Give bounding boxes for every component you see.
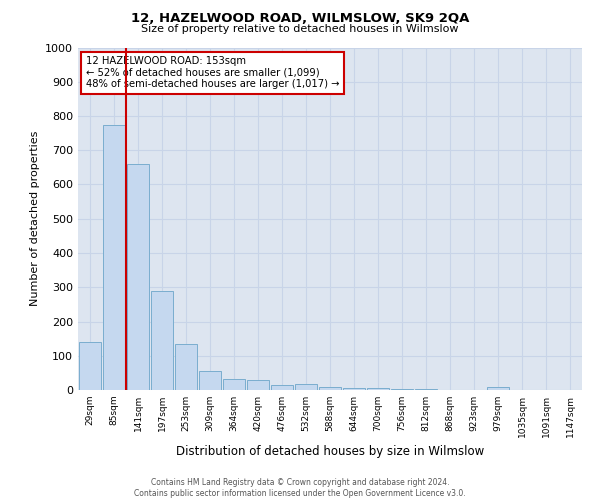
Text: Contains HM Land Registry data © Crown copyright and database right 2024.
Contai: Contains HM Land Registry data © Crown c… [134, 478, 466, 498]
Text: 12, HAZELWOOD ROAD, WILMSLOW, SK9 2QA: 12, HAZELWOOD ROAD, WILMSLOW, SK9 2QA [131, 12, 469, 26]
Bar [103, 124, 125, 390]
Bar [271, 385, 293, 390]
Bar [319, 388, 341, 390]
Bar [175, 344, 197, 390]
Bar [391, 389, 413, 390]
Bar [151, 290, 173, 390]
X-axis label: Distribution of detached houses by size in Wilmslow: Distribution of detached houses by size … [176, 446, 484, 458]
Bar [247, 380, 269, 390]
Bar [223, 379, 245, 390]
Bar [295, 384, 317, 390]
Bar [199, 371, 221, 390]
Bar [79, 342, 101, 390]
Bar [343, 388, 365, 390]
Text: 12 HAZELWOOD ROAD: 153sqm
← 52% of detached houses are smaller (1,099)
48% of se: 12 HAZELWOOD ROAD: 153sqm ← 52% of detac… [86, 56, 339, 90]
Bar [127, 164, 149, 390]
Bar [367, 388, 389, 390]
Y-axis label: Number of detached properties: Number of detached properties [29, 131, 40, 306]
Text: Size of property relative to detached houses in Wilmslow: Size of property relative to detached ho… [141, 24, 459, 34]
Bar [415, 389, 437, 390]
Bar [487, 386, 509, 390]
